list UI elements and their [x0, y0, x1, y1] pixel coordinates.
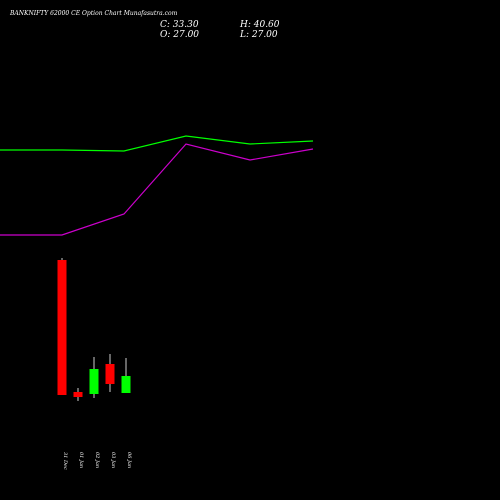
overlay-lines	[0, 135, 314, 236]
candle-body	[73, 392, 83, 397]
x-tick-label: 02 Jan	[94, 452, 100, 468]
close-value: C: 33.30	[160, 20, 199, 30]
open-value: O: 27.00	[160, 30, 200, 40]
x-tick-label: 31 Dec	[62, 452, 68, 470]
candle-body	[89, 369, 99, 394]
series-line-1	[0, 135, 314, 152]
x-tick-label: 01 Jan	[78, 452, 84, 468]
series-line-2	[0, 143, 314, 236]
candle-body	[121, 376, 131, 393]
chart-title: BANKNIFTY 62000 CE Option Chart Munafasu…	[10, 10, 178, 17]
x-axis-labels: 31 Dec 01 Jan 02 Jan 03 Jan 06 Jan	[62, 452, 132, 470]
candle-body	[57, 260, 67, 395]
x-tick-label: 06 Jan	[126, 452, 132, 468]
low-value: L: 27.00	[240, 30, 278, 40]
high-value: H: 40.60	[240, 20, 280, 30]
candle-body	[105, 364, 115, 384]
candles-group	[57, 258, 131, 401]
x-tick-label: 03 Jan	[110, 452, 116, 468]
